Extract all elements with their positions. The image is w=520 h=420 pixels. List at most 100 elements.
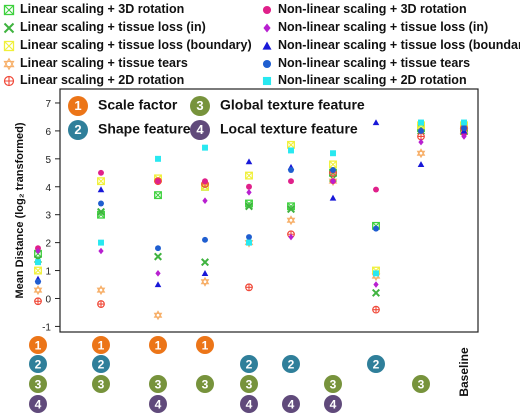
data-point [98, 239, 104, 246]
diamond-marker-icon [263, 23, 271, 33]
data-point [34, 266, 42, 275]
feature-label: Local texture feature [220, 120, 358, 137]
circle-marker-icon [262, 59, 272, 69]
data-point [329, 160, 337, 169]
feature-badge: 3 [324, 375, 342, 393]
axes: -1 0 1 2 3 4 5 6 7 Mean Distance (log₂ transforme… [14, 88, 479, 333]
data-point [288, 233, 294, 241]
badge-circle [324, 375, 342, 393]
data-point [155, 245, 161, 252]
y-tick-label: 5 [45, 155, 51, 166]
badge-number: 1 [155, 339, 162, 353]
data-point [153, 252, 163, 261]
data-point [330, 167, 336, 173]
data-point [416, 148, 426, 159]
data-point [97, 186, 105, 193]
data-point [96, 285, 106, 296]
data-point [153, 310, 163, 321]
feature-number-badge: 2 [68, 120, 88, 140]
badge-circle [240, 375, 258, 393]
feature-badge: 4 [149, 395, 167, 413]
feature-badge: 2 [240, 355, 258, 373]
badge-number: 1 [98, 339, 105, 353]
badge-circle [149, 375, 167, 393]
feature-badge: 4 [324, 395, 342, 413]
badge-circle [196, 336, 214, 354]
badge-circle [240, 355, 258, 373]
legend-label: Linear scaling + tissue loss (boundary) [20, 38, 252, 52]
feature-badge: 2 [282, 355, 300, 373]
badge-number: 4 [330, 398, 337, 412]
square-x-marker-icon [3, 4, 15, 16]
x-marker-icon [3, 22, 15, 34]
legend-label: Linear scaling + 3D rotation [20, 2, 185, 16]
data-point [372, 305, 380, 314]
feature-key-local-texture-feature: 4 Local texture feature [190, 120, 358, 140]
star-marker-icon [3, 57, 15, 71]
data-point [461, 125, 467, 132]
data-point [373, 270, 379, 277]
data-point [371, 288, 381, 297]
data-point [373, 186, 379, 193]
badge-number: 1 [202, 339, 209, 353]
y-tick-label: 1 [45, 267, 51, 278]
data-point [373, 225, 379, 232]
badge-circle [29, 336, 47, 354]
data-point [373, 281, 379, 288]
feature-badge: 4 [282, 395, 300, 413]
badge-number: 2 [288, 358, 295, 372]
y-tick-label: 6 [45, 127, 51, 138]
data-point [98, 200, 104, 207]
chart-legend: Linear scaling + 3D rotation Linear scali… [0, 0, 520, 87]
data-point [200, 258, 210, 267]
data-point [287, 140, 295, 149]
data-point [202, 144, 208, 151]
badge-number: 4 [155, 398, 162, 412]
feature-table: 1 2 3 4 1 2 3 1 3 4 1 3 2 3 4 2 4 3 4 2 3 Baseline [29, 336, 471, 413]
data-point [35, 259, 41, 266]
badge-number: 3 [98, 378, 105, 392]
feature-badge: 2 [29, 355, 47, 373]
data-point [98, 247, 104, 255]
series-non-linear-scaling-tissue-tears [35, 125, 467, 285]
badge-number: 3 [35, 378, 42, 392]
feature-badge: 2 [92, 355, 110, 373]
badge-circle [367, 355, 385, 373]
badge-number: 2 [35, 358, 42, 372]
plot-frame [59, 88, 479, 333]
badge-number: 3 [155, 378, 162, 392]
badge-number: 4 [246, 398, 253, 412]
data-point [246, 239, 252, 246]
data-point [288, 167, 294, 173]
legend-label: Non-linear scaling + 3D rotation [278, 2, 467, 16]
feature-key-scale-factor: 1 Scale factor [68, 96, 177, 116]
badge-circle [29, 355, 47, 373]
badge-number: 4 [35, 398, 42, 412]
badge-circle [29, 395, 47, 413]
data-point [97, 177, 105, 186]
feature-badge: 2 [367, 355, 385, 373]
square-marker-icon [262, 76, 272, 86]
data-point [33, 285, 43, 296]
data-point [245, 283, 253, 292]
badge-number: 2 [98, 358, 105, 372]
badge-number: 2 [373, 358, 380, 372]
badge-circle [149, 395, 167, 413]
data-point [34, 297, 42, 306]
legend-label: Non-linear scaling + tissue loss (in) [278, 20, 489, 34]
legend-label: Linear scaling + tissue loss (in) [20, 20, 206, 34]
badge-circle [29, 375, 47, 393]
badge-number: 1 [35, 339, 42, 353]
circle-marker-icon [262, 5, 272, 15]
legend-label: Linear scaling + tissue tears [20, 56, 188, 70]
data-point [288, 178, 294, 185]
circle-plus-marker-icon [3, 75, 15, 87]
feature-key-global-texture-feature: 3 Global texture feature [190, 96, 365, 116]
data-point [461, 119, 467, 126]
data-point [245, 158, 253, 165]
y-axis-label: Mean Distance (log₂ transformed) [14, 122, 26, 298]
badge-circle [196, 375, 214, 393]
data-point [330, 150, 336, 157]
series-non-linear-scaling-tissue-loss-in [35, 133, 467, 288]
feature-badge: 3 [196, 375, 214, 393]
